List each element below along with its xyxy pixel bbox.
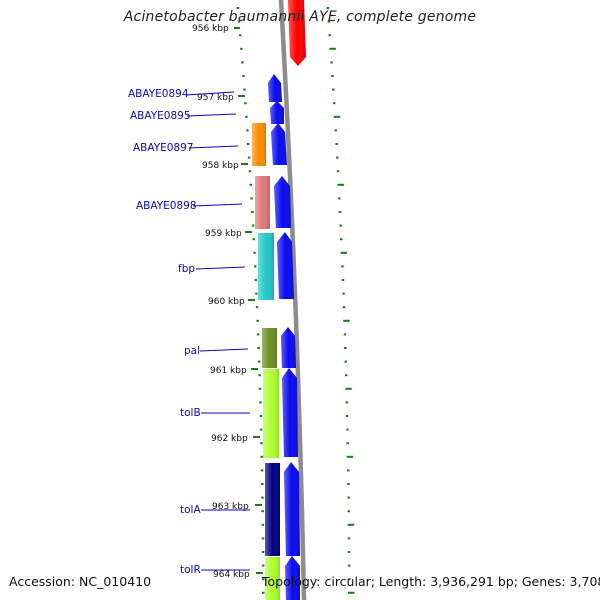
inner-tick-track	[236, 7, 265, 594]
accession-text: Accession: NC_010410	[9, 574, 152, 589]
tick-label-963: 963 kbp	[212, 502, 249, 512]
gene-label-tolB: tolB	[180, 407, 201, 419]
tick-label-958: 958 kbp	[202, 161, 239, 171]
gene-label-fbp: fbp	[178, 263, 195, 275]
gene-label-abaye0897: ABAYE0897	[133, 142, 194, 154]
tick-label-957: 957 kbp	[197, 93, 234, 103]
tick-label-964: 964 kbp	[213, 570, 250, 580]
tick-label-956: 956 kbp	[192, 24, 229, 34]
map-title: Acinetobacter baumannii AYE, complete ge…	[123, 9, 477, 25]
genome-backbone	[278, 0, 307, 600]
gene-label-tolA: tolA	[180, 504, 201, 516]
gene-label-pal: pal	[184, 345, 200, 357]
tick-label-960: 960 kbp	[208, 297, 245, 307]
topology-text: Topology: circular; Length: 3,936,291 bp…	[262, 574, 600, 589]
gene-label-abaye0898: ABAYE0898	[136, 200, 197, 212]
gene-labels: ABAYE0894 ABAYE0895 ABAYE0897 ABAYE0898 …	[128, 88, 250, 576]
gene-label-abaye0894: ABAYE0894	[128, 88, 189, 100]
gene-label-abaye0895: ABAYE0895	[130, 110, 191, 122]
tick-label-961: 961 kbp	[210, 366, 247, 376]
tick-label-962: 962 kbp	[211, 434, 248, 444]
tick-label-959: 959 kbp	[205, 229, 242, 239]
outer-tick-track	[326, 7, 355, 594]
cog-track-genes	[252, 123, 280, 600]
forward-strand-genes	[268, 74, 300, 600]
kbp-scale: 956 kbp 957 kbp 958 kbp 959 kbp 960 kbp …	[192, 24, 263, 580]
gene-label-tolR: tolR	[180, 564, 201, 576]
